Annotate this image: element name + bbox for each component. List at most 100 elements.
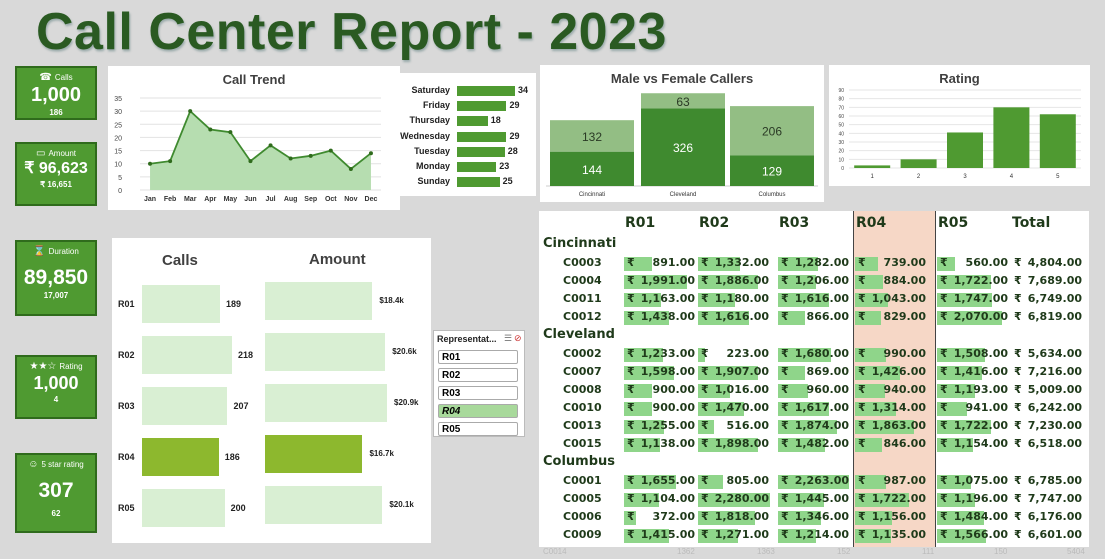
currency-symbol: ₹ <box>701 510 709 523</box>
matrix-cell-value: 4,804.00 <box>1027 256 1082 269</box>
clear-filter-icon[interactable]: ⊘ <box>514 333 522 343</box>
matrix-cell: ₹1,818.00 <box>698 509 772 525</box>
matrix-cell-value: 1,470.00 <box>714 401 769 414</box>
kpi-card-calls[interactable]: ☎ Calls 1,000 186 <box>15 66 97 120</box>
currency-symbol: ₹ <box>781 310 789 323</box>
matrix-footer-value: 1363 <box>757 547 775 556</box>
kpi-card-amount[interactable]: ▭ Amount ₹ 96,623 ₹ 16,651 <box>15 142 97 206</box>
matrix-cell: ₹1,907.00 <box>698 364 772 380</box>
kpi-card-5-star-rating[interactable]: ☺ 5 star rating 307 62 <box>15 453 97 533</box>
matrix-cell-value: 1,566.00 <box>953 528 1008 541</box>
slicer-item-r04[interactable]: R04 <box>438 404 518 418</box>
matrix-databar <box>698 529 739 543</box>
slicer-item-r01[interactable]: R01 <box>438 350 518 364</box>
rep-calls-value: 200 <box>230 503 246 513</box>
gender-chart[interactable]: Male vs Female Callers 144 132 Cincinnati 3… <box>540 65 824 202</box>
matrix-cell-value: 1,138.00 <box>640 437 695 450</box>
matrix-databar <box>698 275 758 289</box>
matrix-databar <box>778 402 830 416</box>
representative-slicer[interactable]: Representat... ☰ ⊘ R01 R02 R03 R04 R05 <box>433 330 525 437</box>
currency-symbol: ₹ <box>940 274 948 287</box>
rep-calls-bar[interactable] <box>142 489 225 527</box>
rep-calls-bar[interactable] <box>142 387 228 425</box>
matrix-cell: ₹6,785.00 <box>1011 473 1085 489</box>
trend-month-label: Feb <box>164 196 176 203</box>
trend-ytick: 35 <box>114 96 122 103</box>
rep-calls-bar[interactable] <box>142 285 221 323</box>
matrix-cell-value: 1,680.00 <box>794 347 849 360</box>
weekday-label: Wednesday <box>400 130 450 141</box>
call-trend-chart[interactable]: Call Trend 0 5 10 15 20 25 30 35 Jan Feb Mar Apr May… <box>108 66 400 210</box>
currency-symbol: ₹ <box>1014 310 1022 323</box>
matrix-databar <box>624 257 653 271</box>
reps-panel[interactable]: Calls Amount R01 189 $18.4k R02 218 $20.6k R03… <box>112 238 431 543</box>
matrix-databar <box>624 384 653 398</box>
matrix-row-id: C0008 <box>563 383 602 396</box>
weekday-chart[interactable]: Saturday 34 Friday 29 Thursday 18 Wednesday 29 T… <box>400 73 536 196</box>
rating-chart[interactable]: Rating 0 10 20 30 40 50 60 70 80 90 1 2 3 4 5 <box>829 65 1090 186</box>
slicer-item-r03[interactable]: R03 <box>438 386 518 400</box>
rating-category-label: 5 <box>1056 174 1060 180</box>
matrix-cell-value: 941.00 <box>965 401 1008 414</box>
weekday-value: 29 <box>509 100 520 111</box>
rep-amount-bar[interactable] <box>265 333 386 371</box>
multi-select-icon[interactable]: ☰ <box>504 333 513 343</box>
trend-month-label: Dec <box>365 196 378 203</box>
call-trend-plot: 0 5 10 15 20 25 30 35 Jan Feb Mar Apr May Jun Jul Aug Se… <box>114 96 381 203</box>
slicer-item-r05[interactable]: R05 <box>438 422 518 436</box>
rep-calls-bar[interactable] <box>142 336 232 374</box>
matrix-cell: ₹1,255.00 <box>624 418 698 434</box>
rep-amount-bar[interactable] <box>265 486 383 524</box>
weekday-value: 28 <box>507 145 518 156</box>
matrix-row-id: C0010 <box>563 401 602 414</box>
currency-symbol: ₹ <box>781 256 789 269</box>
matrix-cell-value: 1,043.00 <box>871 292 926 305</box>
matrix-databar <box>937 311 1003 325</box>
currency-symbol: ₹ <box>1014 437 1022 450</box>
matrix-city-label: Cleveland <box>543 327 615 342</box>
kpi-card-rating[interactable]: ★★☆ Rating 1,000 4 <box>15 355 97 419</box>
rep-calls-bar[interactable] <box>142 438 219 476</box>
currency-symbol: ₹ <box>940 365 948 378</box>
slicer-item-r02[interactable]: R02 <box>438 368 518 382</box>
matrix-databar <box>624 366 675 380</box>
rep-amount-bar[interactable] <box>265 435 363 473</box>
matrix-header-r02: R02 <box>699 215 730 231</box>
matrix-cell-value: 6,819.00 <box>1027 310 1082 323</box>
currency-symbol: ₹ <box>701 383 709 396</box>
matrix-cell-value: 846.00 <box>883 437 926 450</box>
matrix-cell: ₹1,991.00 <box>624 273 698 289</box>
kpi-label-text: Calls <box>54 73 73 82</box>
rep-amount-bar[interactable] <box>265 282 373 320</box>
rep-amount-bar[interactable] <box>265 384 387 422</box>
rating-ytick: 30 <box>838 140 844 146</box>
matrix-row: C0006 ₹372.00 ₹1,818.00 ₹1,346.00 ₹1,156.00 ₹… <box>539 509 1089 527</box>
currency-symbol: ₹ <box>858 401 866 414</box>
currency-symbol: ₹ <box>858 347 866 360</box>
matrix-databar <box>624 529 669 543</box>
matrix-databar <box>778 511 821 525</box>
kpi-label: ⌛ Duration <box>17 246 95 257</box>
matrix-databar <box>855 402 897 416</box>
currency-symbol: ₹ <box>858 256 866 269</box>
currency-symbol: ₹ <box>781 365 789 378</box>
rating-ytick: 60 <box>838 114 844 120</box>
matrix-cell: ₹1,655.00 <box>624 473 698 489</box>
matrix-cell: ₹1,438.00 <box>624 309 698 325</box>
trend-month-label: Jun <box>244 196 256 203</box>
matrix-row: C0002 ₹1,233.00 ₹223.00 ₹1,680.00 ₹990.00 ₹1,… <box>539 346 1089 364</box>
matrix-databar <box>855 529 891 543</box>
gender-upper-value: 206 <box>762 125 782 139</box>
matrix-cell: ₹7,216.00 <box>1011 364 1085 380</box>
currency-symbol: ₹ <box>627 401 635 414</box>
rating-bar <box>947 132 983 168</box>
matrix-cell: ₹6,601.00 <box>1011 527 1085 543</box>
currency-symbol: ₹ <box>1014 474 1022 487</box>
matrix-row: C0008 ₹900.00 ₹1,016.00 ₹960.00 ₹940.00 ₹1,19… <box>539 382 1089 400</box>
matrix-footer-value: 150 <box>994 547 1008 556</box>
matrix-databar <box>698 493 770 507</box>
kpi-card-duration[interactable]: ⌛ Duration 89,850 17,007 <box>15 240 97 316</box>
kpi-value: 1,000 <box>30 84 82 106</box>
rep-calls-value: 207 <box>233 401 249 411</box>
matrix-databar <box>855 384 885 398</box>
